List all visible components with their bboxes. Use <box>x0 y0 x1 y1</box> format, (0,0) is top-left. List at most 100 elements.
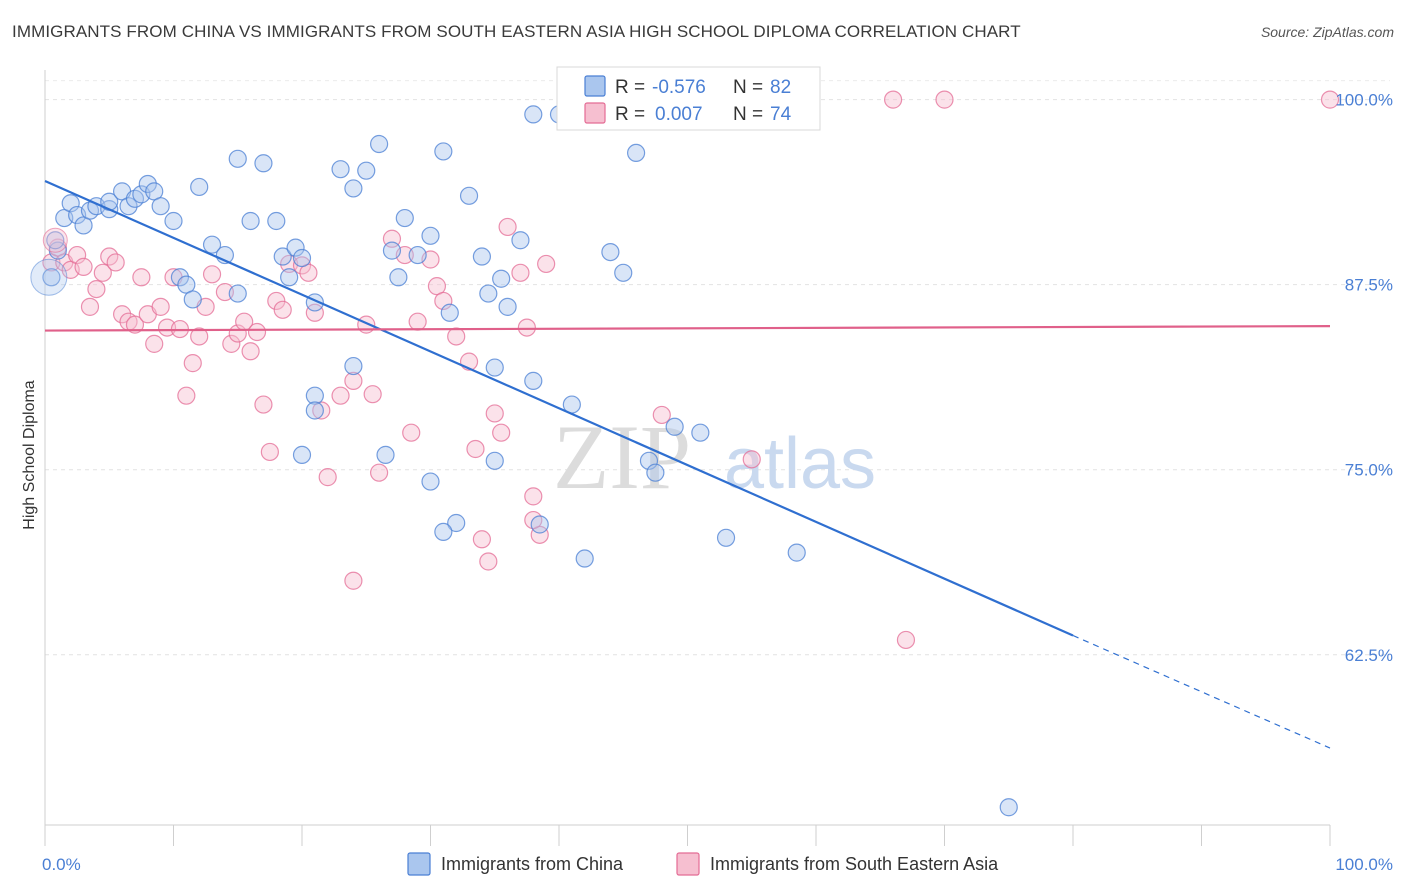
y-axis-title: High School Diploma <box>21 380 38 530</box>
point-china-cluster <box>30 258 68 296</box>
point-sea <box>132 268 151 287</box>
point-sea <box>125 315 145 334</box>
point-china <box>292 248 312 268</box>
point-china <box>138 174 157 194</box>
bottom-legend-label-sea: Immigrants from South Eastern Asia <box>710 854 999 874</box>
point-china <box>286 238 305 257</box>
legend-r-label-china: R = <box>615 77 645 98</box>
point-sea <box>267 291 286 311</box>
watermark: ZIP atlas <box>553 406 876 508</box>
point-china <box>524 105 543 124</box>
point-sea <box>80 297 100 316</box>
trend-lines <box>44 180 1331 749</box>
point-china <box>408 245 427 265</box>
x-tick-label: 0.0% <box>42 855 81 874</box>
point-sea <box>479 552 498 571</box>
chart-title: IMMIGRANTS FROM CHINA VS IMMIGRANTS FROM… <box>12 22 1021 41</box>
point-china <box>472 247 491 266</box>
point-china <box>376 445 395 465</box>
point-sea <box>370 463 389 482</box>
point-sea <box>254 395 273 414</box>
bottom-legend-swatch-china <box>407 852 431 876</box>
point-sea <box>408 312 427 331</box>
point-china <box>691 423 710 442</box>
point-sea <box>472 530 491 549</box>
legend-swatch-sea <box>584 102 606 124</box>
point-sea <box>241 342 260 361</box>
legend-n-label-china: N = <box>733 77 763 98</box>
bottom-legend-label-china: Immigrants from China <box>441 854 624 874</box>
point-china <box>292 445 312 465</box>
point-china <box>389 268 408 287</box>
bottom-legend: Immigrants from China Immigrants from So… <box>407 852 999 876</box>
chart-source: Source: ZipAtlas.com <box>1260 24 1394 40</box>
point-china <box>485 451 504 470</box>
point-china <box>395 208 414 228</box>
point-china <box>357 161 376 180</box>
point-china <box>665 417 684 436</box>
point-sea <box>183 354 202 373</box>
point-sea <box>74 257 93 276</box>
point-sea <box>151 297 170 316</box>
trend-line-sea <box>44 325 1331 332</box>
legend-n-value-china: 82 <box>770 77 791 98</box>
point-china <box>331 160 350 179</box>
point-china <box>344 179 363 198</box>
data-points <box>30 83 1340 817</box>
point-sea <box>292 256 312 275</box>
point-sea-cluster <box>42 227 68 253</box>
bottom-legend-swatch-sea <box>676 852 700 876</box>
point-china <box>434 142 453 161</box>
point-china <box>164 211 183 231</box>
point-sea <box>222 334 241 353</box>
legend-swatch-china <box>584 75 606 97</box>
point-sea <box>106 253 125 272</box>
point-sea <box>202 265 222 284</box>
point-china <box>280 268 299 287</box>
point-china <box>273 247 292 266</box>
point-sea <box>305 303 324 322</box>
point-china <box>575 549 594 568</box>
point-china <box>459 186 479 205</box>
point-sea <box>68 245 87 265</box>
point-sea <box>344 571 363 590</box>
point-china <box>999 798 1018 817</box>
gridlines <box>45 80 1390 656</box>
point-china <box>370 134 389 154</box>
point-sea <box>935 90 954 109</box>
point-china <box>241 211 260 231</box>
point-china <box>190 177 209 197</box>
point-sea <box>492 423 511 442</box>
point-china <box>626 143 646 163</box>
point-sea <box>93 263 112 282</box>
point-china <box>151 197 170 216</box>
point-china <box>639 451 659 470</box>
point-sea <box>331 386 350 405</box>
trend-line-china-extension <box>1072 634 1331 749</box>
point-sea <box>273 300 292 319</box>
point-china <box>646 463 665 482</box>
y-tick-label: 100.0% <box>1335 91 1393 110</box>
y-tick-label: 62.5% <box>1345 646 1393 665</box>
point-sea <box>485 404 504 423</box>
point-sea <box>652 405 671 425</box>
point-china <box>498 297 517 316</box>
point-china <box>716 528 736 547</box>
x-tick-labels: 0.0% 100.0% <box>42 855 1393 874</box>
point-sea <box>517 318 536 337</box>
point-china <box>440 303 459 322</box>
point-sea <box>87 279 106 299</box>
point-sea <box>447 327 466 346</box>
point-china <box>421 472 440 491</box>
y-tick-label: 75.0% <box>1345 461 1393 480</box>
point-sea <box>112 305 132 324</box>
point-china <box>42 268 61 287</box>
watermark-atlas: atlas <box>724 424 876 504</box>
axes <box>44 70 1331 846</box>
point-china <box>492 269 511 288</box>
point-sea <box>466 439 485 459</box>
point-sea <box>363 385 382 404</box>
point-china <box>267 211 286 231</box>
x-tick-label: 100.0% <box>1335 855 1393 874</box>
